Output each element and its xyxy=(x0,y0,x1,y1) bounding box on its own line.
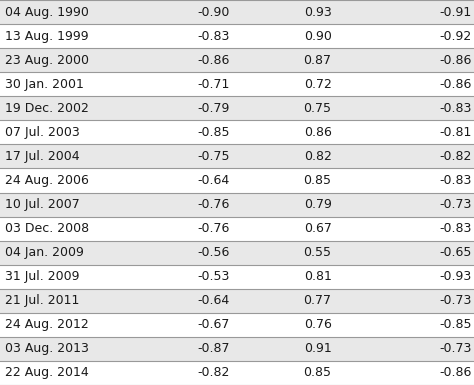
Text: 10 Jul. 2007: 10 Jul. 2007 xyxy=(5,198,80,211)
Bar xyxy=(0,361,474,385)
Text: -0.76: -0.76 xyxy=(197,198,229,211)
Text: -0.64: -0.64 xyxy=(197,174,229,187)
Text: -0.92: -0.92 xyxy=(439,30,472,43)
Bar xyxy=(0,313,474,337)
Text: -0.91: -0.91 xyxy=(439,5,472,18)
Text: -0.82: -0.82 xyxy=(197,367,229,380)
Bar xyxy=(0,337,474,361)
Text: 30 Jan. 2001: 30 Jan. 2001 xyxy=(5,78,83,91)
Text: -0.85: -0.85 xyxy=(197,126,229,139)
Text: 23 Aug. 2000: 23 Aug. 2000 xyxy=(5,54,89,67)
Bar xyxy=(0,216,474,241)
Text: -0.90: -0.90 xyxy=(197,5,229,18)
Text: 04 Jan. 2009: 04 Jan. 2009 xyxy=(5,246,83,259)
Text: 03 Dec. 2008: 03 Dec. 2008 xyxy=(5,222,89,235)
Bar xyxy=(0,169,474,192)
Text: -0.73: -0.73 xyxy=(439,198,472,211)
Text: 21 Jul. 2011: 21 Jul. 2011 xyxy=(5,294,79,307)
Text: -0.75: -0.75 xyxy=(197,150,229,163)
Text: -0.81: -0.81 xyxy=(439,126,472,139)
Text: -0.56: -0.56 xyxy=(197,246,229,259)
Text: -0.93: -0.93 xyxy=(439,270,472,283)
Text: -0.83: -0.83 xyxy=(439,222,472,235)
Text: -0.76: -0.76 xyxy=(197,222,229,235)
Text: 0.76: 0.76 xyxy=(304,318,331,331)
Text: -0.53: -0.53 xyxy=(197,270,229,283)
Text: 0.85: 0.85 xyxy=(303,367,332,380)
Text: 0.55: 0.55 xyxy=(303,246,332,259)
Bar xyxy=(0,289,474,313)
Text: -0.64: -0.64 xyxy=(197,294,229,307)
Text: -0.67: -0.67 xyxy=(197,318,229,331)
Text: -0.87: -0.87 xyxy=(197,342,229,355)
Text: 0.81: 0.81 xyxy=(304,270,331,283)
Text: -0.86: -0.86 xyxy=(439,54,472,67)
Bar xyxy=(0,144,474,169)
Text: 0.93: 0.93 xyxy=(304,5,331,18)
Text: 0.79: 0.79 xyxy=(304,198,331,211)
Text: 13 Aug. 1999: 13 Aug. 1999 xyxy=(5,30,88,43)
Text: 0.75: 0.75 xyxy=(303,102,332,115)
Text: 0.67: 0.67 xyxy=(304,222,331,235)
Bar xyxy=(0,265,474,289)
Text: 0.86: 0.86 xyxy=(304,126,331,139)
Text: 19 Dec. 2002: 19 Dec. 2002 xyxy=(5,102,89,115)
Text: -0.86: -0.86 xyxy=(197,54,229,67)
Text: -0.73: -0.73 xyxy=(439,342,472,355)
Text: 0.85: 0.85 xyxy=(303,174,332,187)
Text: -0.83: -0.83 xyxy=(439,102,472,115)
Text: 0.72: 0.72 xyxy=(304,78,331,91)
Text: 0.77: 0.77 xyxy=(303,294,332,307)
Bar xyxy=(0,48,474,72)
Text: -0.71: -0.71 xyxy=(197,78,229,91)
Bar xyxy=(0,24,474,48)
Bar xyxy=(0,96,474,120)
Text: -0.85: -0.85 xyxy=(439,318,472,331)
Text: 0.82: 0.82 xyxy=(304,150,331,163)
Text: -0.86: -0.86 xyxy=(439,78,472,91)
Bar xyxy=(0,241,474,265)
Bar xyxy=(0,0,474,24)
Text: -0.83: -0.83 xyxy=(197,30,229,43)
Text: 03 Aug. 2013: 03 Aug. 2013 xyxy=(5,342,89,355)
Text: -0.82: -0.82 xyxy=(439,150,472,163)
Text: -0.86: -0.86 xyxy=(439,367,472,380)
Text: -0.79: -0.79 xyxy=(197,102,229,115)
Text: -0.83: -0.83 xyxy=(439,174,472,187)
Text: 0.87: 0.87 xyxy=(303,54,332,67)
Bar xyxy=(0,72,474,96)
Text: 24 Aug. 2012: 24 Aug. 2012 xyxy=(5,318,89,331)
Text: 0.90: 0.90 xyxy=(304,30,331,43)
Bar xyxy=(0,192,474,216)
Text: 0.91: 0.91 xyxy=(304,342,331,355)
Text: 07 Jul. 2003: 07 Jul. 2003 xyxy=(5,126,80,139)
Bar xyxy=(0,120,474,144)
Text: 24 Aug. 2006: 24 Aug. 2006 xyxy=(5,174,89,187)
Text: 04 Aug. 1990: 04 Aug. 1990 xyxy=(5,5,89,18)
Text: 17 Jul. 2004: 17 Jul. 2004 xyxy=(5,150,79,163)
Text: 31 Jul. 2009: 31 Jul. 2009 xyxy=(5,270,79,283)
Text: 22 Aug. 2014: 22 Aug. 2014 xyxy=(5,367,89,380)
Text: -0.65: -0.65 xyxy=(439,246,472,259)
Text: -0.73: -0.73 xyxy=(439,294,472,307)
